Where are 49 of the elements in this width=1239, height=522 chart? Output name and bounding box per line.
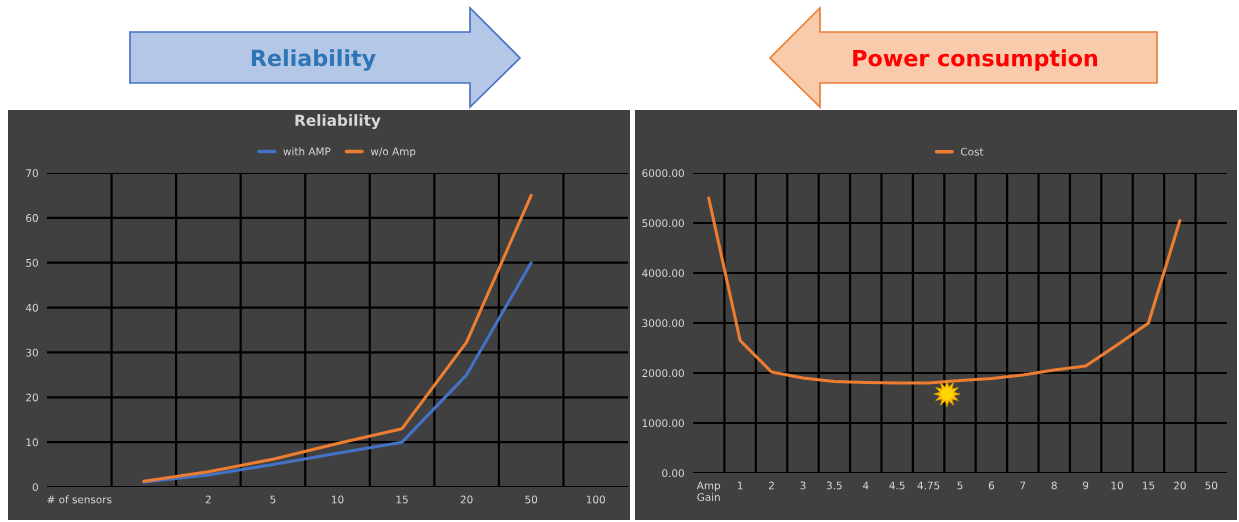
- x-tick-label: 4.75: [917, 481, 940, 490]
- x-tick-label: 10: [1111, 481, 1123, 490]
- x-tick-label: 15: [1142, 481, 1155, 490]
- x-tick-label: Amp Gain: [696, 481, 721, 502]
- line-series: [707, 196, 1182, 385]
- x-tick-label: 2: [768, 481, 774, 490]
- x-tick-label: 50: [1205, 481, 1218, 490]
- x-tick-label: 3.5: [826, 481, 842, 490]
- y-tick-label: 5000.00: [642, 219, 684, 228]
- x-tick-label: 7: [1020, 481, 1026, 490]
- y-tick-label: 0.00: [662, 469, 684, 478]
- x-tick-label: 2: [205, 495, 211, 504]
- x-tick-label: 100: [586, 495, 605, 504]
- text: Reliability: [251, 49, 376, 71]
- x-tick-label: 4: [862, 481, 869, 490]
- line-series: [142, 193, 533, 483]
- x-tick-label: 6: [988, 481, 995, 490]
- x-tick-label: 9: [1082, 481, 1089, 490]
- legend-label: w/o Amp: [370, 147, 416, 158]
- y-tick-label: 2000.00: [642, 369, 684, 378]
- x-tick-label: 5: [270, 495, 276, 504]
- x-tick-label: 50: [525, 495, 538, 504]
- y-tick-label: 50: [26, 258, 38, 267]
- y-tick-label: 30: [26, 348, 38, 357]
- y-tick-label: 40: [25, 303, 38, 312]
- x-tick-label: 15: [396, 495, 408, 504]
- y-tick-label: 20: [26, 393, 38, 402]
- x-tick-label: 10: [332, 495, 344, 504]
- line-series: [142, 261, 533, 484]
- y-tick-label: 1000.00: [642, 419, 684, 428]
- y-tick-label: 0: [32, 483, 38, 492]
- x-tick-label: 5: [957, 481, 963, 490]
- text: Power consumption: [853, 49, 1098, 71]
- y-tick-label: 60: [26, 214, 38, 222]
- y-tick-label: 70: [26, 169, 38, 178]
- legend-label: with AMP: [283, 147, 331, 156]
- x-tick-label: 20: [460, 495, 473, 504]
- x-tick-label: # of sensors: [47, 495, 112, 504]
- legend-label: Cost: [960, 147, 984, 156]
- x-tick-label: 3: [800, 481, 806, 490]
- x-tick-label: 8: [1051, 481, 1057, 490]
- y-tick-label: 10: [26, 438, 38, 447]
- x-tick-label: 1: [737, 481, 743, 490]
- chart-title: Reliability: [295, 114, 381, 130]
- y-tick-label: 3000.00: [642, 319, 684, 328]
- y-tick-label: 4000.00: [642, 269, 684, 278]
- x-tick-label: 20: [1174, 481, 1186, 490]
- x-tick-label: 4.5: [889, 481, 905, 490]
- y-tick-label: 6000.00: [642, 169, 684, 178]
